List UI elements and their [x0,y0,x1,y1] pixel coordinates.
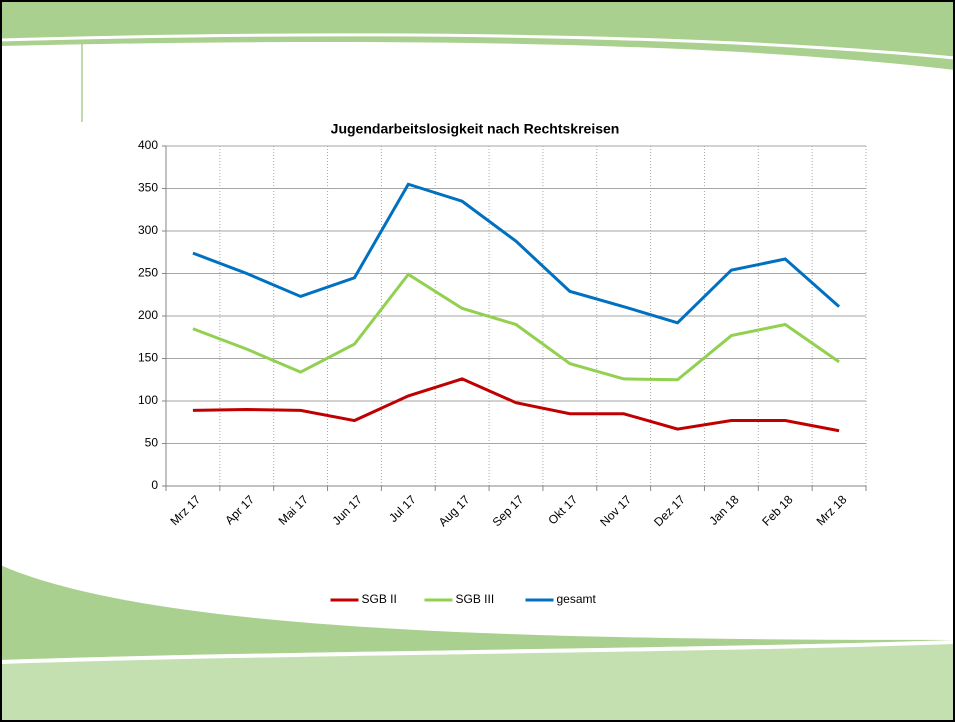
bottom-swoosh-line [0,640,955,664]
legend-label: gesamt [557,592,597,606]
y-tick-label: 100 [138,393,158,407]
series-line [192,377,840,433]
y-tick-label: 400 [138,138,158,152]
y-tick-label: 300 [138,223,158,237]
series-line [192,272,840,382]
legend-label: SGB III [456,592,495,606]
series-line [192,182,841,325]
y-tick-label: 250 [138,266,158,280]
top-swoosh-line [0,33,955,60]
y-tick-label: 200 [138,308,158,322]
bottom-swoosh-light [0,640,955,722]
y-tick-label: 350 [138,181,158,195]
y-tick-label: 0 [151,478,158,492]
y-tick-label: 150 [138,351,158,365]
y-tick-label: 50 [145,436,159,450]
chart-title: Jugendarbeitslosigkeit nach Rechtskreise… [331,121,620,137]
legend-label: SGB II [362,592,397,606]
